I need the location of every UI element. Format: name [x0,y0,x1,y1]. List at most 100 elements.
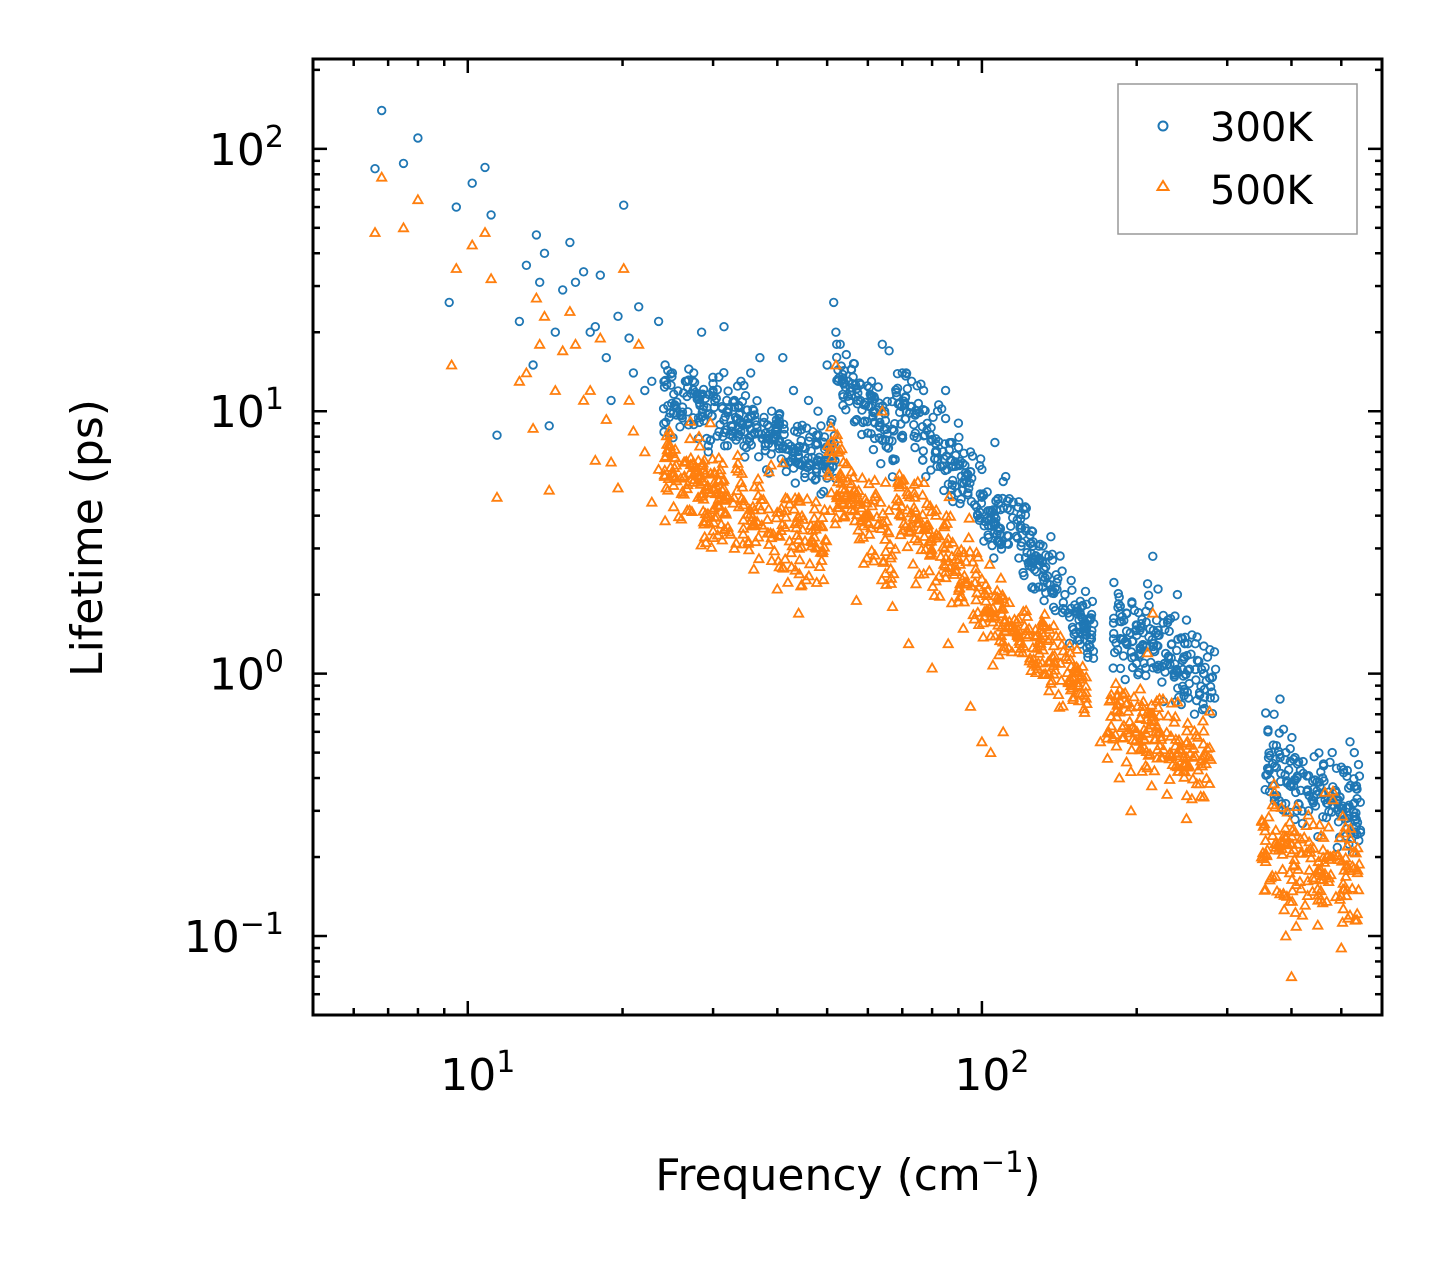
series-500k-point [887,567,900,579]
series-500k-point [793,553,806,565]
series-500k-point [1047,639,1060,651]
series-300k-point [927,434,938,445]
series-500k-point [661,483,675,495]
series-300k-point [1111,638,1121,648]
series-500k-point [1303,863,1316,875]
series-500k-point [1335,941,1348,953]
series-500k-point [945,596,958,608]
series-500k-point [652,463,665,474]
legend-box [1117,83,1358,235]
series-500k-point [984,629,998,641]
series-500k-point [1290,800,1303,811]
series-500k-point [783,497,796,509]
series-500k-point [981,583,994,595]
series-500k-point [1160,726,1173,737]
series-500k-point [1123,715,1136,726]
series-500k-point [1317,831,1330,842]
series-500k-point [988,609,1002,620]
series-500k-point [533,337,546,349]
series-300k-point [467,178,477,188]
series-300k-point [1064,612,1075,622]
y-tick-label: 101 [209,382,284,438]
series-500k-point [715,518,728,529]
series-500k-point [1141,646,1154,658]
series-300k-point [377,105,387,116]
series-500k-point [850,594,863,605]
series-300k-point [1081,630,1092,640]
series-300k-point [1014,553,1024,563]
series-300k-point [813,460,823,470]
series-500k-point [1124,804,1138,816]
series-500k-point [805,539,818,551]
series-500k-point [1180,724,1194,736]
series-500k-point [998,616,1011,627]
series-500k-point [821,439,835,450]
series-500k-point [875,573,888,585]
series-300k-point [754,452,764,462]
series-500k-point [1168,715,1181,727]
series-500k-point [1314,884,1327,896]
series-300k-point [1159,658,1170,669]
series-500k-point [837,496,850,508]
series-300k-point [844,396,854,406]
series-500k-point [727,496,740,508]
series-500k-point [960,555,973,567]
series-500k-point [1127,690,1141,702]
series-500k-point [1203,704,1216,716]
series-500k-point [995,607,1009,619]
series-500k-point [1311,918,1324,930]
series-500k-point [1139,759,1152,771]
series-500k-point [1266,798,1279,810]
series-300k-point [905,408,915,418]
series-300k-point [660,360,670,370]
series-300k-point [719,427,730,438]
series-300k-point [667,372,677,382]
series-300k-point [1293,757,1304,767]
series-300k-point [884,346,894,356]
series-300k-point [832,375,842,385]
series-300k-point [893,399,903,409]
series-300k-point [682,391,692,402]
series-500k-point [710,510,724,522]
series-500k-point [695,538,708,550]
series-500k-point [1326,784,1340,796]
series-500k-point [1283,866,1296,878]
series-500k-point [1136,700,1149,711]
series-300k-point [1173,683,1183,693]
series-300k-point [1127,597,1137,607]
series-300k-point [1142,579,1153,589]
series-500k-point [852,523,865,535]
series-300k-point [794,457,805,468]
series-500k-point [737,522,750,533]
series-500k-point [1337,902,1350,914]
series-500k-point [874,496,887,507]
series-300k-point [955,498,965,509]
legend-marker-500k [1155,179,1171,191]
series-300k-point [1067,622,1078,632]
series-500k-point [1336,809,1349,821]
series-300k-point [926,436,936,446]
series-300k-point [969,500,980,510]
series-500k-point [1109,677,1123,688]
series-500k-point [777,561,790,573]
series-300k-point [759,412,769,423]
series-500k-point [748,480,761,492]
series-500k-point [883,538,897,549]
series-500k-point [1094,735,1107,747]
series-500k-point [611,481,625,493]
series-300k-point [1108,663,1118,673]
series-500k-point [742,543,756,555]
series-500k-point [1181,735,1194,746]
series-500k-point [1156,751,1169,763]
series-500k-point [662,472,675,484]
series-500k-point [909,577,923,589]
series-300k-point [1183,693,1194,703]
legend-label-500k: 500K [1210,168,1314,214]
series-500k-point [938,559,952,571]
series-500k-point [942,532,955,544]
series-300k-point [932,406,943,416]
series-300k-point [624,333,634,343]
series-300k-point [755,353,765,363]
series-500k-point [781,492,794,504]
